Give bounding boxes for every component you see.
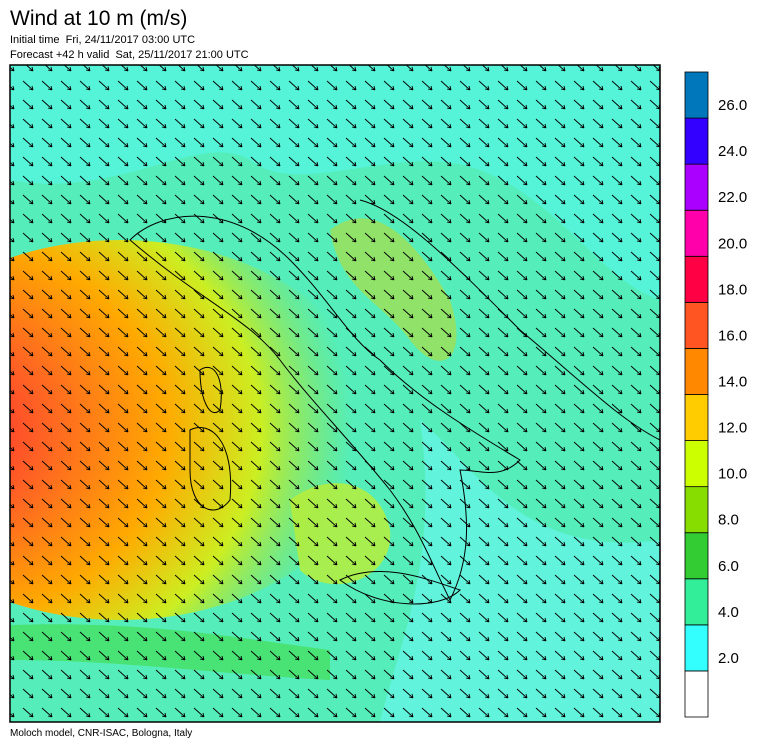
colorbar-label: 14.0: [718, 373, 747, 390]
colorbar-label: 6.0: [718, 558, 739, 575]
colorbar-box: [684, 71, 709, 119]
colorbar-label: 24.0: [718, 143, 747, 160]
colorbar-box: [684, 670, 709, 718]
colorbar-box: [684, 348, 709, 395]
colorbar-label: 12.0: [718, 420, 747, 437]
colorbar-label: 16.0: [718, 327, 747, 344]
colorbar-box: [684, 486, 709, 534]
colorbar-box: [684, 532, 709, 580]
colorbar-box: [684, 163, 709, 211]
colorbar-box: [684, 117, 709, 165]
map: [10, 65, 660, 722]
colorbar-box: [684, 301, 709, 349]
colorbar-box: [684, 394, 709, 441]
colorbar-box: [684, 440, 709, 488]
title: Wind at 10 m (m/s): [10, 7, 187, 30]
map-frame: [9, 64, 661, 723]
colorbar-label: 20.0: [718, 235, 747, 252]
colorbar-label: 18.0: [718, 281, 747, 298]
colorbar-label: 2.0: [718, 650, 739, 667]
colorbar-label: 8.0: [718, 512, 739, 529]
colorbar-label: 22.0: [718, 189, 747, 206]
initial-time: Initial time Fri, 24/11/2017 03:00 UTC: [10, 34, 195, 46]
colorbar-box: [684, 255, 709, 303]
colorbar-box: [684, 624, 709, 672]
colorbar-box: [684, 209, 709, 257]
colorbar-label: 4.0: [718, 604, 739, 621]
colorbar-label: 10.0: [718, 466, 747, 483]
colorbar-box: [684, 578, 709, 626]
colorbar-label: 26.0: [718, 97, 747, 114]
footer: Moloch model, CNR-ISAC, Bologna, Italy: [10, 728, 192, 739]
forecast-time: Forecast +42 h valid Sat, 25/11/2017 21:…: [10, 49, 249, 61]
colorbar: 2.0 4.0 6.0 8.0 10.0 12.0 14.0 16.0 18.0 20.0 22.0…: [684, 71, 747, 718]
